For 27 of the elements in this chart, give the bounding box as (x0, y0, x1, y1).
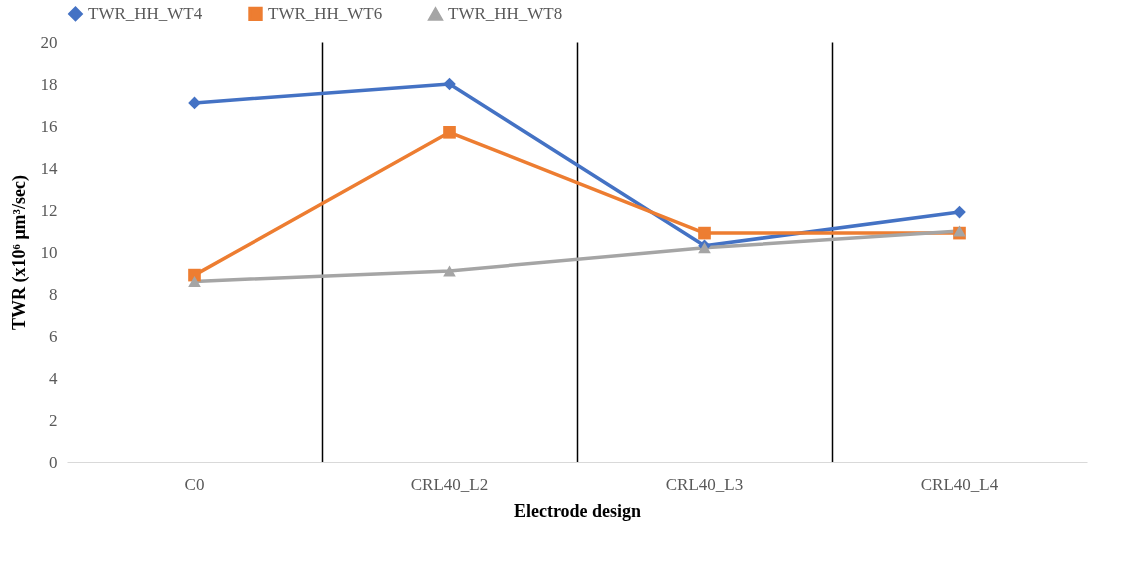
y-tick-label: 14 (40, 158, 58, 178)
point (188, 96, 201, 110)
point (443, 77, 456, 91)
y-tick-label: 10 (40, 242, 58, 262)
point (443, 125, 456, 139)
x-tick-label: CRL40_L2 (410, 474, 489, 494)
y-tick-label: 2 (49, 410, 58, 430)
y-tick-label: 12 (40, 200, 58, 220)
point (443, 265, 456, 277)
y-tick-label: 0 (49, 452, 58, 472)
y-tick-label: 18 (40, 74, 58, 94)
legend-label: TWR_HH_WT4 (88, 3, 203, 23)
y-tick-label: 8 (49, 284, 58, 304)
y-tick-label: 20 (40, 32, 58, 52)
legend-label: TWR_HH_WT6 (268, 3, 383, 23)
point (953, 205, 966, 219)
x-axis-title: Electrode design (513, 500, 642, 521)
y-tick-label: 16 (40, 116, 58, 136)
y-tick-label: 6 (49, 326, 58, 346)
y-axis-title: TWR (x10⁶ μm³/sec) (8, 175, 30, 330)
y-tick-label: 4 (49, 368, 58, 388)
x-tick-label: CRL40_L4 (920, 474, 999, 494)
legend-label: TWR_HH_WT8 (448, 4, 563, 24)
point (698, 226, 711, 240)
point (188, 275, 201, 287)
x-tick-label: C0 (184, 474, 205, 494)
x-tick-label: CRL40_L3 (665, 474, 744, 494)
